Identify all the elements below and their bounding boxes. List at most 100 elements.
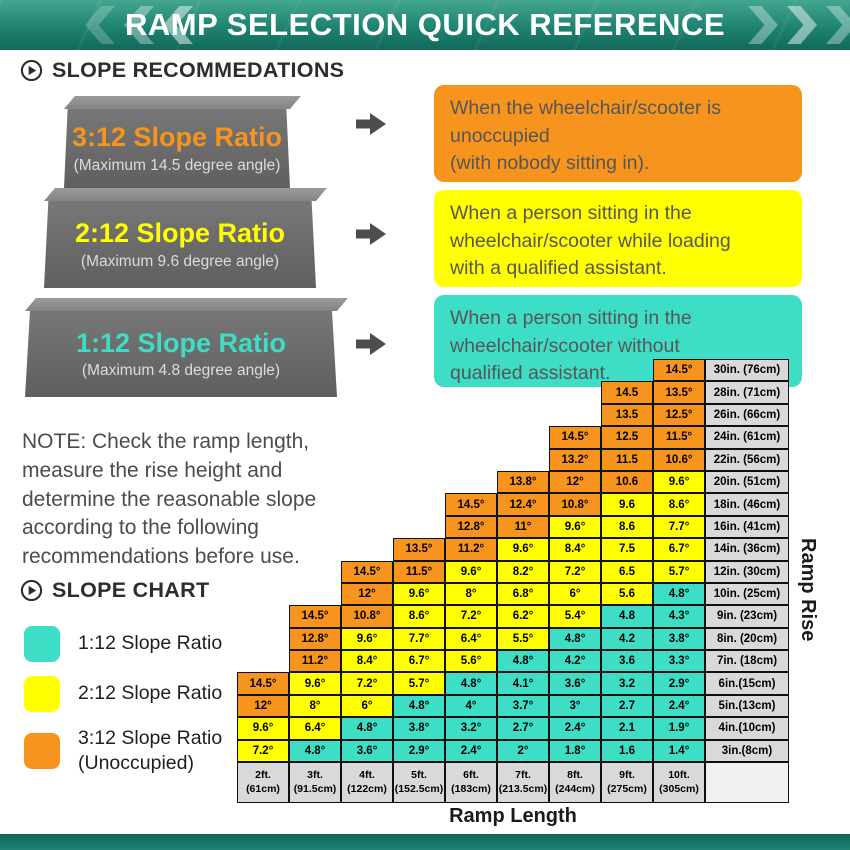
angle-cell: 8.4° (341, 650, 393, 673)
angle-cell: 8.6 (601, 515, 653, 539)
angle-cell: 5.6 (601, 582, 653, 606)
angle-cell: 5.7° (393, 672, 445, 695)
angle-cell: 8° (289, 694, 341, 718)
angle-cell: 6.8° (497, 582, 549, 606)
angle-cell: 4.1° (497, 672, 549, 695)
angle-cell: 11.2° (445, 538, 497, 561)
page-title: RAMP SELECTION QUICK REFERENCE (124, 7, 726, 42)
legend-label: 2:12 Slope Ratio (78, 682, 223, 705)
angle-cell: 3.2° (445, 717, 497, 740)
rise-label-cell: 4in.(10cm) (705, 717, 789, 740)
angle-cell: 12.5 (601, 426, 653, 449)
callout-unoccupied: When the wheelchair/scooter is unoccupie… (434, 85, 802, 182)
angle-cell: 2.1 (601, 717, 653, 740)
angle-cell: 13.5° (393, 538, 445, 561)
rise-label-cell: 3in.(8cm) (705, 739, 789, 763)
rise-label-cell: 14in. (36cm) (705, 538, 789, 561)
step-top-face (25, 298, 348, 311)
y-axis-label: Ramp Rise (797, 538, 819, 642)
angle-cell: 3.8° (653, 627, 705, 651)
angle-cell: 2.7 (601, 694, 653, 718)
angle-cell: 2° (497, 739, 549, 763)
angle-cell: 4.8° (341, 717, 393, 740)
angle-cell: 8° (445, 582, 497, 606)
rise-label-cell: 12in. (30cm) (705, 560, 789, 583)
length-header-cell: 7ft. (213.5cm) (497, 762, 549, 804)
angle-cell: 2.4° (549, 717, 601, 740)
step-front-face: 3:12 Slope Ratio (Maximum 14.5 degree an… (64, 109, 290, 188)
angle-cell: 11° (497, 515, 549, 539)
rise-label-cell: 8in. (20cm) (705, 627, 789, 651)
angle-cell: 3.6° (549, 672, 601, 695)
angle-cell: 12.8° (289, 627, 341, 651)
max-angle-label: (Maximum 9.6 degree angle) (80, 252, 280, 270)
angle-cell: 4.8° (289, 739, 341, 763)
angle-cell: 10.8° (549, 493, 601, 516)
yellow-swatch-icon (24, 676, 60, 712)
legend-item-3-12: 3:12 Slope Ratio (Unoccupied) (24, 726, 222, 777)
angle-cell: 10.6° (653, 448, 705, 471)
rise-label-cell: 18in. (46cm) (705, 493, 789, 516)
angle-cell: 14.5° (445, 493, 497, 516)
step-front-face: 2:12 Slope Ratio (Maximum 9.6 degree ang… (44, 201, 316, 288)
angle-cell: 14.5° (653, 359, 705, 382)
angle-cell: 7.2° (341, 672, 393, 695)
slope-table: 14.5° 30in. (76cm) 14.5 13.5° 28in. (71cm) 13… (237, 359, 789, 804)
angle-cell: 6.5 (601, 560, 653, 583)
note-text: NOTE: Check the ramp length, measure the… (22, 430, 317, 569)
angle-cell: 7.2° (237, 739, 289, 763)
slope-ratio-label: 2:12 Slope Ratio (74, 218, 286, 249)
ramp-step-1-12: 1:12 Slope Ratio (Maximum 4.8 degree ang… (25, 298, 348, 397)
angle-cell: 7.5 (601, 538, 653, 561)
angle-cell: 11.5 (601, 448, 653, 471)
angle-cell: 4.8° (497, 650, 549, 673)
right-arrow-icon (356, 223, 386, 245)
angle-cell: 12.5° (653, 403, 705, 427)
legend-item-1-12: 1:12 Slope Ratio (24, 626, 222, 662)
rise-label-cell: 26in. (66cm) (705, 403, 789, 427)
angle-cell: 8.6° (393, 605, 445, 628)
rise-label-cell: 16in. (41cm) (705, 515, 789, 539)
angle-cell: 14.5° (237, 672, 289, 695)
angle-cell: 9.6° (289, 672, 341, 695)
angle-cell: 3.6 (601, 650, 653, 673)
angle-cell: 7.2° (445, 605, 497, 628)
angle-cell: 8.2° (497, 560, 549, 583)
angle-cell: 5.6° (445, 650, 497, 673)
angle-cell: 6.7° (653, 538, 705, 561)
angle-cell: 4.8° (445, 672, 497, 695)
angle-cell: 9.6° (497, 538, 549, 561)
length-header-cell: 6ft. (183cm) (445, 762, 497, 804)
right-chevrons-icon (748, 6, 850, 44)
ramp-step-3-12: 3:12 Slope Ratio (Maximum 14.5 degree an… (64, 96, 301, 188)
angle-cell: 4.2° (549, 650, 601, 673)
angle-cell: 4.8° (393, 694, 445, 718)
chevron-right-icon (787, 6, 817, 44)
angle-cell: 5.4° (549, 605, 601, 628)
angle-cell: 13.8° (497, 470, 549, 494)
angle-cell: 9.6 (601, 493, 653, 516)
rise-label-cell: 5in.(13cm) (705, 694, 789, 718)
header-banner: RAMP SELECTION QUICK REFERENCE (0, 0, 850, 50)
orange-swatch-icon (24, 733, 60, 770)
angle-cell: 3.8° (393, 717, 445, 740)
angle-cell: 3° (549, 694, 601, 718)
angle-cell: 6.4° (289, 717, 341, 740)
angle-cell: 1.4° (653, 739, 705, 763)
step-front-face: 1:12 Slope Ratio (Maximum 4.8 degree ang… (25, 311, 337, 397)
ramp-step-2-12: 2:12 Slope Ratio (Maximum 9.6 degree ang… (44, 188, 327, 288)
step-top-face (44, 188, 327, 201)
length-header-cell: 4ft. (122cm) (341, 762, 393, 804)
angle-cell: 9.6° (445, 560, 497, 583)
slope-ratio-label: 1:12 Slope Ratio (75, 327, 287, 358)
legend-label: 1:12 Slope Ratio (78, 632, 223, 655)
chevron-right-icon (826, 6, 850, 44)
angle-cell: 4.3° (653, 605, 705, 628)
rise-label-cell: 7in. (18cm) (705, 650, 789, 673)
length-header-cell: 8ft. (244cm) (549, 762, 601, 804)
length-header-cell: 2ft. (61cm) (237, 762, 289, 804)
legend-item-2-12: 2:12 Slope Ratio (24, 676, 222, 712)
angle-cell: 4° (445, 694, 497, 718)
slope-chart-heading: SLOPE CHART (20, 578, 209, 603)
